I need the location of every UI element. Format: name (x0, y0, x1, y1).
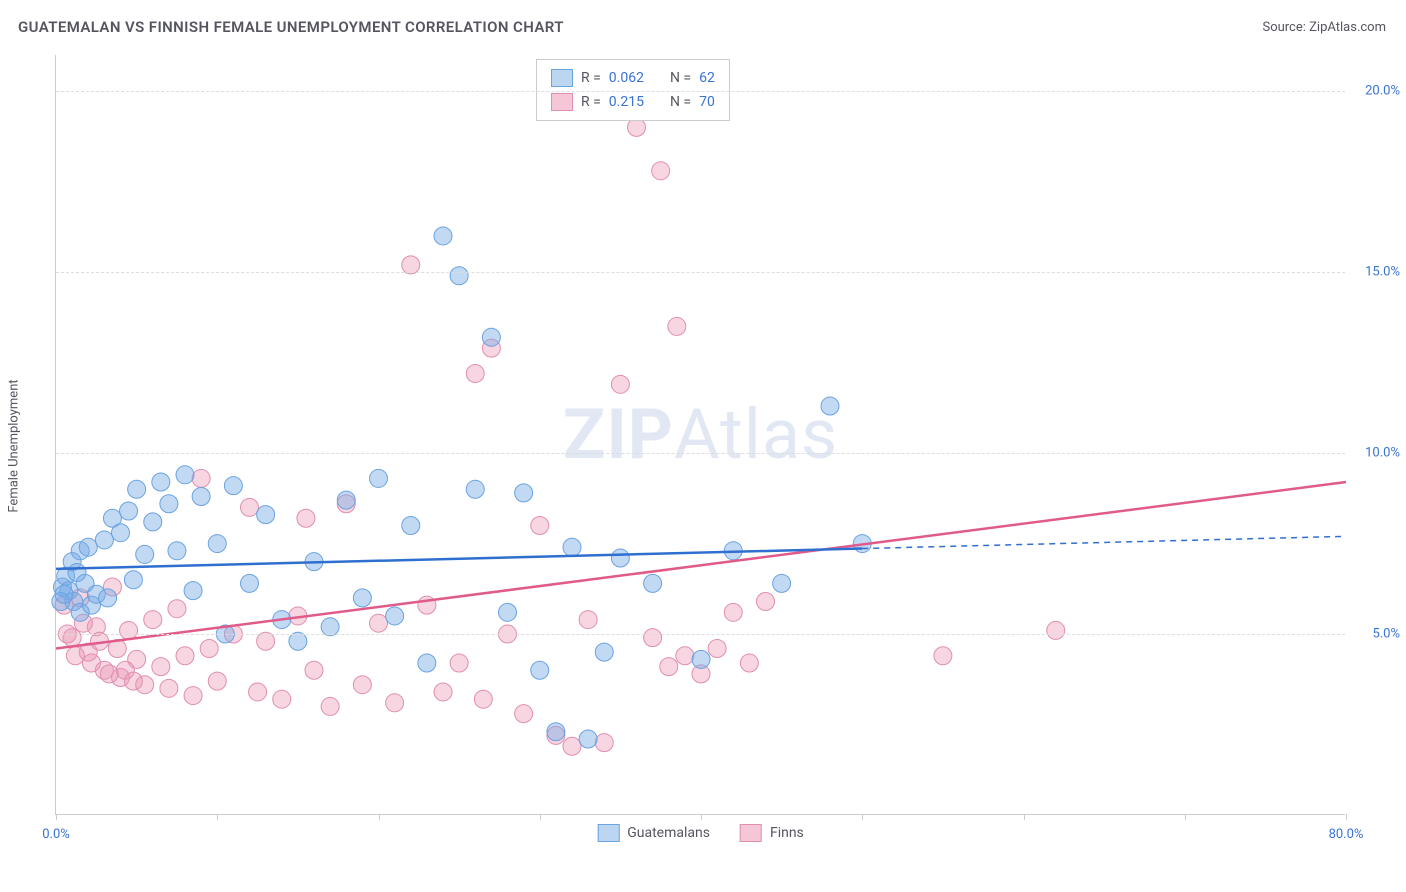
xtick (1024, 814, 1025, 820)
gridline (56, 453, 1345, 454)
n-label: N = (670, 94, 691, 110)
swatch-guatemalans (551, 69, 573, 87)
r-label: R = (581, 70, 601, 86)
source-credit: Source: ZipAtlas.com (1262, 20, 1386, 35)
xtick (217, 814, 218, 820)
xtick (862, 814, 863, 820)
xtick-label: 80.0% (1329, 827, 1364, 842)
swatch-guatemalans (597, 824, 619, 842)
r-label: R = (581, 94, 601, 110)
y-axis-title: Female Unemployment (7, 379, 22, 512)
chart-title: GUATEMALAN VS FINNISH FEMALE UNEMPLOYMEN… (18, 18, 564, 36)
ytick-label: 20.0% (1350, 84, 1400, 99)
chart-svg (56, 55, 1345, 814)
swatch-finns (740, 824, 762, 842)
legend-item-finns: Finns (740, 824, 804, 842)
xtick-label: 0.0% (42, 827, 70, 842)
gridline (56, 91, 1345, 92)
r-value-finns: 0.215 (609, 94, 644, 110)
legend-row-guatemalans: R = 0.062 N = 62 (551, 66, 715, 90)
legend-label-finns: Finns (770, 825, 804, 841)
xtick (540, 814, 541, 820)
n-value-finns: 70 (699, 94, 715, 110)
ytick-label: 10.0% (1350, 446, 1400, 461)
xtick (1185, 814, 1186, 820)
source-link[interactable]: ZipAtlas.com (1309, 20, 1386, 35)
ytick-label: 5.0% (1350, 627, 1400, 642)
legend-item-guatemalans: Guatemalans (597, 824, 710, 842)
xtick (1346, 814, 1347, 820)
xtick (701, 814, 702, 820)
gridline (56, 272, 1345, 273)
legend-stats: R = 0.062 N = 62 R = 0.215 N = 70 (536, 59, 730, 121)
r-value-guatemalans: 0.062 (609, 70, 644, 86)
n-value-guatemalans: 62 (699, 70, 715, 86)
gridline (56, 634, 1345, 635)
legend-row-finns: R = 0.215 N = 70 (551, 90, 715, 114)
n-label: N = (670, 70, 691, 86)
legend-series: Guatemalans Finns (597, 824, 804, 842)
xtick (56, 814, 57, 820)
plot-area: ZIPAtlas R = 0.062 N = 62 R = 0.215 N = … (55, 55, 1345, 815)
swatch-finns (551, 93, 573, 111)
legend-label-guatemalans: Guatemalans (627, 825, 710, 841)
xtick (379, 814, 380, 820)
ytick-label: 15.0% (1350, 265, 1400, 280)
source-label: Source: (1262, 20, 1309, 35)
